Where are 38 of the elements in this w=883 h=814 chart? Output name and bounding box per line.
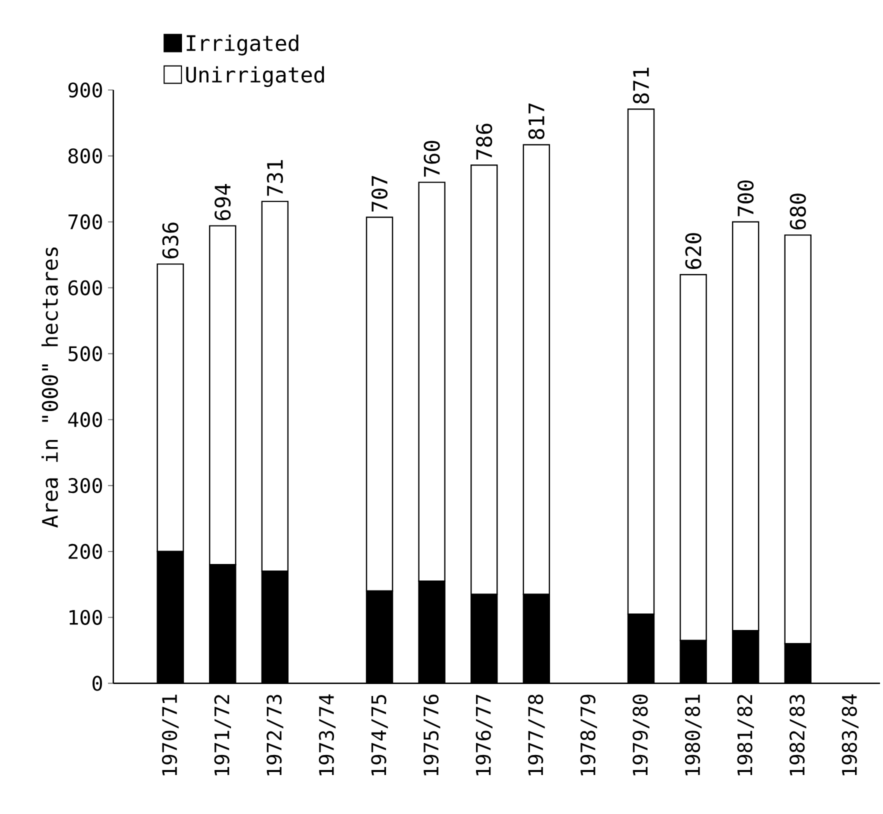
total-label: 871 [632, 68, 650, 104]
total-label: 620 [685, 233, 702, 269]
x-tick-label: 1973/74 [318, 694, 336, 776]
y-tick-label: 700 [68, 214, 102, 230]
y-tick-label: 600 [68, 280, 102, 296]
y-tick-label: 100 [70, 610, 102, 625]
legend-label: Unirrigated [186, 66, 324, 87]
x-tick-label: 1983/84 [842, 694, 859, 776]
total-label: 760 [424, 140, 440, 177]
y-tick-label: 500 [68, 346, 102, 362]
x-tick-label: 1981/82 [737, 695, 754, 776]
y-tick-label: 300 [68, 478, 102, 494]
total-label: 700 [738, 180, 754, 216]
x-tick-label: 1972/73 [266, 694, 284, 776]
y-tick-label: 900 [68, 82, 102, 98]
y-tick-label: 800 [68, 148, 102, 164]
y-tick-label: 400 [68, 412, 102, 428]
x-tick-label: 1974/75 [371, 694, 388, 776]
legend-label: Irrigated [186, 34, 298, 56]
x-tick-label: 1982/83 [790, 694, 806, 776]
total-label: 680 [790, 194, 806, 230]
x-tick-label: 1980/81 [684, 694, 702, 776]
total-label: 636 [162, 222, 178, 258]
total-label: 731 [266, 160, 283, 196]
x-tick-label: 1979/80 [632, 694, 650, 776]
y-tick-label: 0 [92, 676, 102, 691]
x-tick-label: 1978/79 [580, 694, 598, 776]
total-label: 786 [476, 124, 492, 160]
total-label: 694 [214, 184, 231, 220]
y-axis-title: Area in "000" hectares [42, 248, 58, 528]
total-label: 707 [371, 176, 388, 212]
x-tick-label: 1971/72 [214, 695, 231, 776]
x-tick-label: 1970/71 [162, 694, 179, 776]
x-tick-label: 1975/76 [423, 694, 440, 776]
total-label: 817 [528, 104, 544, 140]
x-tick-label: 1976/77 [476, 694, 492, 776]
x-tick-label: 1977/78 [528, 694, 545, 776]
y-tick-label: 200 [68, 544, 102, 560]
